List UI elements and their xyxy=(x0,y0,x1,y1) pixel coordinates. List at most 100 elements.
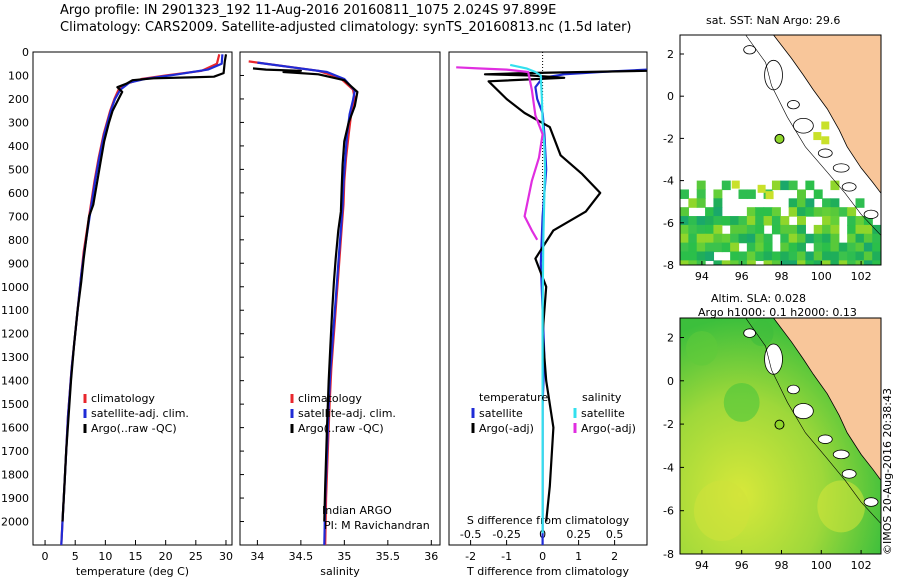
island xyxy=(787,100,800,110)
sst-data-cell xyxy=(746,233,756,244)
sst-data-cell xyxy=(872,260,881,265)
sst-data-cell xyxy=(788,207,798,217)
sst-data-cell xyxy=(847,233,857,244)
depth-tick-label: 1300 xyxy=(1,351,29,364)
map-lon-label: 100 xyxy=(811,270,832,283)
sst-data-cell xyxy=(713,260,723,265)
sst-data-cell xyxy=(788,198,798,208)
sst-data-cell xyxy=(822,242,832,253)
map-lon-label: 102 xyxy=(851,559,872,572)
sst-data-cell xyxy=(855,198,865,208)
sst-data-cell xyxy=(838,251,848,261)
secondary-x-axis-label: S difference from climatology xyxy=(467,514,630,527)
sst-data-cell xyxy=(855,242,865,253)
sst-data-cell xyxy=(863,260,873,265)
map-lat-label: 2 xyxy=(667,331,674,344)
map-lon-label: 98 xyxy=(774,559,788,572)
sst-data-cell xyxy=(705,242,715,253)
legend-label: Argo(..raw -QC) xyxy=(91,422,177,435)
sst-data-cell xyxy=(746,216,756,226)
sst-data-cell xyxy=(730,224,740,235)
sst-data-cell xyxy=(805,207,815,217)
sst-data-cell xyxy=(847,242,857,253)
sst-data-cell xyxy=(830,180,840,191)
sst-data-cell xyxy=(696,189,706,199)
depth-tick-label: 300 xyxy=(8,116,29,129)
sst-data-cell xyxy=(780,233,790,244)
map-lon-label: 96 xyxy=(735,559,749,572)
sst-data-cell xyxy=(830,260,840,265)
sst-data-cell xyxy=(847,224,857,235)
sst-data-cell xyxy=(797,198,806,208)
x-axis-label: salinity xyxy=(320,565,360,578)
legend-label: satellite-adj. clim. xyxy=(91,407,189,420)
island xyxy=(793,117,814,134)
sst-data-cell xyxy=(705,224,715,235)
sst-data-cell xyxy=(755,216,765,226)
map-lat-label: -2 xyxy=(663,132,674,145)
island xyxy=(817,434,833,444)
sst-data-cell xyxy=(696,233,706,244)
sst-data-cell xyxy=(822,260,832,265)
sst-data-cell xyxy=(788,251,798,261)
map-lat-label: -2 xyxy=(663,418,674,431)
sst-data-cell xyxy=(821,136,830,145)
annotation-text: PI: M Ravichandran xyxy=(324,519,430,532)
sst-data-cell xyxy=(797,216,806,226)
x-tick-label: 25 xyxy=(189,550,203,563)
sla-anomaly-blob xyxy=(693,480,750,542)
sst-data-cell xyxy=(705,251,715,261)
island xyxy=(764,59,783,91)
sst-data-cell xyxy=(813,189,823,199)
argo-float-marker xyxy=(774,133,785,144)
sla-anomaly-blob xyxy=(723,382,760,422)
sst-map xyxy=(679,34,882,278)
depth-tick-label: 1400 xyxy=(1,375,29,388)
sst-data-cell xyxy=(680,216,689,226)
map-lon-label: 94 xyxy=(695,559,709,572)
sst-data-cell xyxy=(830,242,840,253)
sla-map xyxy=(679,317,882,555)
sst-data-cell xyxy=(765,191,774,200)
depth-tick-label: 100 xyxy=(8,69,29,82)
sst-data-cell xyxy=(688,233,698,244)
sst-data-cell xyxy=(797,242,806,253)
sst-data-cell xyxy=(771,207,781,217)
secondary-x-tick-label: -0.5 xyxy=(460,528,481,541)
sst-data-cell xyxy=(755,224,765,235)
x-tick-label: 15 xyxy=(129,550,143,563)
depth-tick-label: 1800 xyxy=(1,469,29,482)
sst-data-cell xyxy=(838,242,848,253)
sst-data-cell xyxy=(730,242,740,253)
depth-tick-label: 1900 xyxy=(1,492,29,505)
sst-data-cell xyxy=(746,242,756,253)
x-tick-label: 0 xyxy=(539,550,546,563)
sst-data-cell xyxy=(872,269,881,278)
sst-data-cell xyxy=(763,216,773,226)
map-lon-label: 94 xyxy=(695,270,709,283)
sst-data-cell xyxy=(680,233,689,244)
x-tick-label: 35 xyxy=(337,550,351,563)
depth-tick-label: 600 xyxy=(8,187,29,200)
credit-timestamp: ©IMOS 20-Aug-2016 20:38:43 xyxy=(881,388,894,555)
map-frame xyxy=(679,34,882,266)
x-tick-label: 35.5 xyxy=(376,550,401,563)
sla-map-title-line-1: Altim. SLA: 0.028 xyxy=(711,292,807,305)
island xyxy=(841,469,857,479)
profile-panel-frame xyxy=(32,51,233,546)
island xyxy=(743,328,757,338)
map-lat-label: -6 xyxy=(663,217,674,230)
sst-data-cell xyxy=(780,224,790,235)
x-tick-label: -1 xyxy=(501,550,512,563)
sst-data-cell xyxy=(872,224,881,235)
sst-data-cell xyxy=(763,233,773,244)
depth-tick-label: 700 xyxy=(8,210,29,223)
secondary-x-tick-label: -0.25 xyxy=(492,528,520,541)
sst-data-cell xyxy=(763,260,773,265)
sst-data-cell xyxy=(822,251,832,261)
series-line xyxy=(61,54,228,522)
sst-data-cell xyxy=(730,216,740,226)
sst-data-cell xyxy=(771,180,781,191)
sst-data-cell xyxy=(847,260,857,265)
sst-data-cell xyxy=(872,233,881,244)
